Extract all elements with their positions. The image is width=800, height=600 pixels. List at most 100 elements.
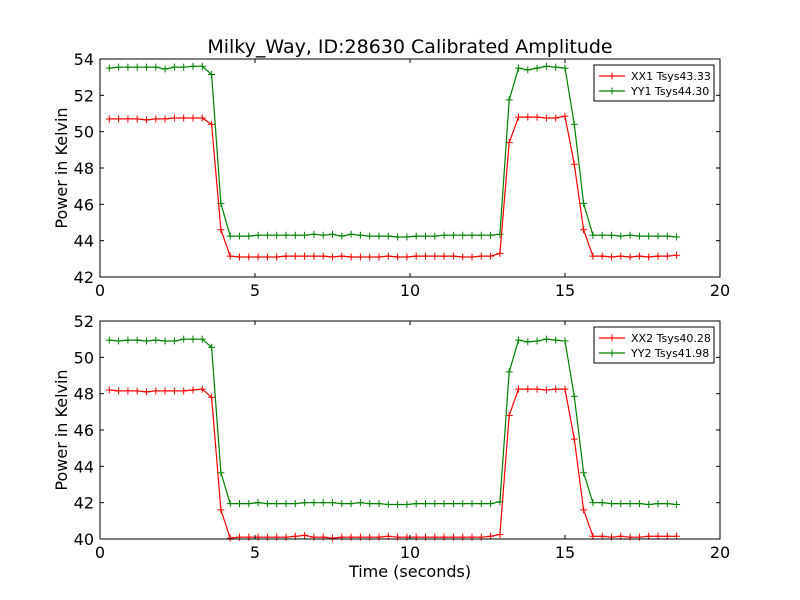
data-point	[449, 533, 457, 541]
data-point	[552, 114, 560, 122]
data-point	[115, 115, 123, 123]
data-point	[375, 533, 383, 541]
legend-label: XX2 Tsys40.28	[631, 332, 711, 345]
data-point	[654, 500, 662, 508]
y-axis-label: Power in Kelvin	[52, 369, 71, 490]
data-point	[170, 387, 178, 395]
data-point	[635, 500, 643, 508]
data-point	[319, 533, 327, 541]
data-point	[394, 533, 402, 541]
x-tick-label: 15	[555, 543, 575, 562]
data-point	[608, 231, 615, 239]
data-point	[356, 253, 364, 261]
data-point	[645, 500, 653, 508]
y-tick-label: 42	[74, 494, 94, 513]
data-point	[515, 64, 522, 72]
data-point	[170, 114, 178, 122]
x-tick-label: 15	[555, 281, 575, 300]
data-point	[440, 252, 448, 260]
series-1	[105, 112, 681, 261]
data-point	[626, 253, 634, 261]
data-point	[366, 533, 374, 541]
data-point	[291, 252, 299, 260]
data-point	[589, 499, 597, 507]
data-point	[505, 96, 513, 104]
data-point	[422, 533, 429, 541]
data-point	[105, 336, 113, 344]
data-point	[143, 388, 150, 396]
data-point	[375, 232, 383, 240]
data-point	[608, 253, 615, 261]
data-point	[626, 500, 634, 508]
data-point	[329, 253, 336, 261]
data-point	[561, 337, 569, 345]
data-point	[598, 252, 606, 260]
legend-label: YY2 Tsys41.98	[630, 347, 709, 360]
data-point	[524, 385, 532, 393]
y-tick-label: 46	[74, 195, 94, 214]
data-point	[561, 64, 569, 72]
data-point	[124, 63, 132, 71]
data-point	[449, 252, 457, 260]
data-point	[663, 252, 671, 260]
data-point	[282, 231, 290, 239]
data-point	[394, 233, 402, 241]
data-point	[208, 343, 216, 351]
data-point	[124, 387, 132, 395]
data-point	[459, 231, 467, 239]
data-point	[487, 500, 495, 508]
legend-swatch-marker	[608, 72, 616, 80]
data-point	[635, 533, 643, 541]
data-point	[236, 232, 243, 240]
legend-box	[593, 326, 715, 364]
data-point	[338, 500, 346, 508]
data-point	[143, 337, 150, 345]
data-point	[394, 500, 402, 508]
data-point	[208, 393, 216, 401]
data-point	[338, 252, 346, 260]
data-point	[217, 469, 225, 477]
data-point	[477, 231, 485, 239]
legend: XX1 Tsys43.33 YY1 Tsys44.30	[593, 64, 715, 102]
data-point	[598, 231, 606, 239]
data-point	[226, 500, 234, 508]
data-point	[161, 387, 169, 395]
x-tick-label: 0	[95, 281, 105, 300]
data-point	[152, 336, 160, 344]
data-point	[143, 63, 150, 71]
data-point	[329, 230, 336, 238]
data-point	[133, 63, 141, 71]
data-point	[180, 114, 188, 122]
data-point	[170, 63, 178, 71]
data-point	[105, 115, 113, 123]
data-point	[263, 500, 271, 508]
data-point	[161, 115, 169, 123]
data-point	[431, 500, 439, 508]
data-point	[245, 253, 253, 261]
data-point	[152, 63, 160, 71]
data-point	[263, 231, 271, 239]
data-point	[570, 392, 578, 400]
y-tick-label: 46	[74, 421, 94, 440]
data-point	[245, 500, 253, 508]
data-point	[542, 62, 550, 70]
y-tick-label: 42	[74, 268, 94, 287]
data-point	[626, 533, 634, 541]
data-point	[617, 232, 625, 240]
data-point	[524, 66, 532, 74]
data-point	[329, 534, 336, 542]
data-point	[459, 253, 467, 261]
data-point	[422, 500, 429, 508]
data-point	[208, 70, 216, 78]
data-point	[291, 500, 299, 508]
data-point	[143, 116, 150, 124]
data-point	[542, 386, 550, 394]
data-point	[552, 336, 560, 344]
data-point	[422, 252, 429, 260]
data-point	[552, 63, 560, 71]
data-point	[449, 500, 457, 508]
top-amplitude-panel: 0 5 10 15 20 42 44 46 48 50 52 54 Power in Kelvin XX1…	[52, 50, 730, 300]
data-point	[412, 533, 420, 541]
series-1	[105, 385, 681, 542]
y-tick-label: 48	[74, 385, 94, 404]
